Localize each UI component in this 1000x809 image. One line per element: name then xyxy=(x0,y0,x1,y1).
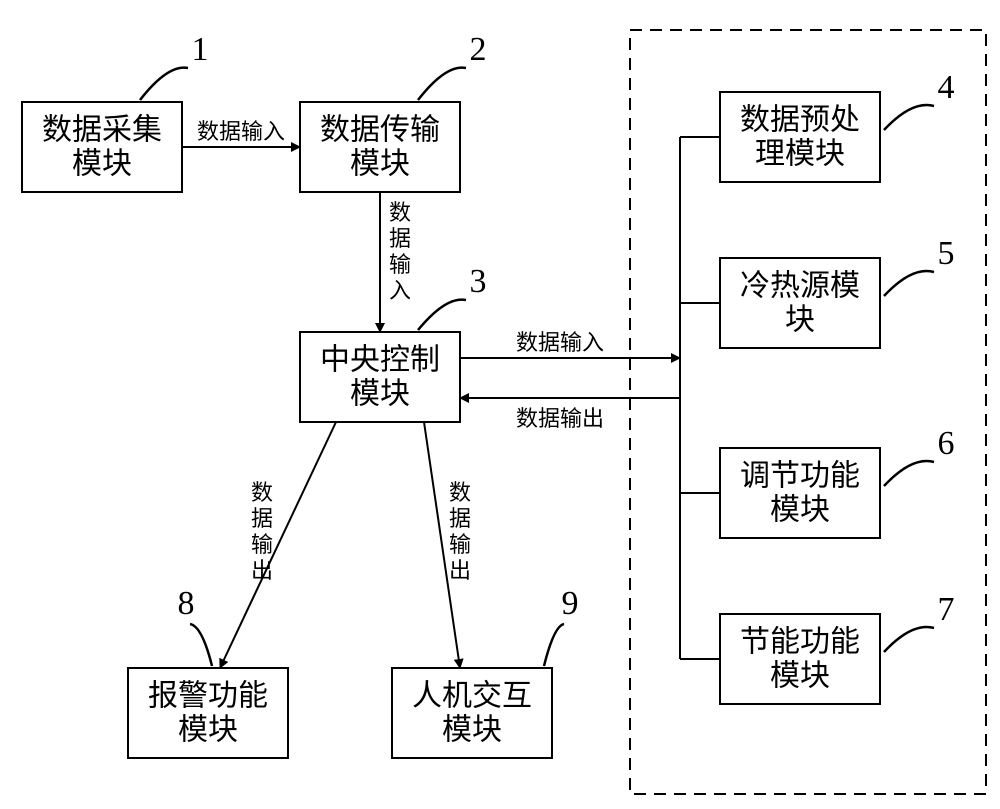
node-n1: 数据采集模块 xyxy=(22,102,182,192)
edge-label-e38: 出 xyxy=(251,558,273,583)
node-label-n7-l1: 模块 xyxy=(770,660,830,693)
node-label-n5-l1: 块 xyxy=(785,304,815,337)
edge-label-e39: 出 xyxy=(449,558,471,583)
edge-label-e39: 输 xyxy=(449,532,471,557)
edge-label-e23: 据 xyxy=(389,226,411,251)
edge-label-e38: 输 xyxy=(251,532,273,557)
callout-num-n6: 6 xyxy=(938,425,955,462)
callout-num-n3: 3 xyxy=(470,263,487,300)
node-label-n3-l1: 模块 xyxy=(350,378,410,411)
callout-arc-n6 xyxy=(884,461,934,486)
callout-num-n5: 5 xyxy=(938,235,955,272)
edge-e38 xyxy=(220,422,336,668)
node-label-n5-l0: 冷热源模 xyxy=(740,270,860,303)
edge-label-e12: 数据输入 xyxy=(197,119,285,144)
node-n3: 中央控制模块 xyxy=(300,332,460,422)
node-n5: 冷热源模块 xyxy=(720,258,880,348)
node-label-n1-l0: 数据采集 xyxy=(42,114,162,147)
callout-arc-n2 xyxy=(418,68,466,100)
callout-arc-n9 xyxy=(544,624,564,666)
node-label-n4-l1: 理模块 xyxy=(755,138,845,171)
node-label-n3-l0: 中央控制 xyxy=(320,344,440,377)
node-n2: 数据传输模块 xyxy=(300,102,460,192)
node-label-n2-l1: 模块 xyxy=(350,148,410,181)
callout-arc-n7 xyxy=(884,627,934,652)
edge-label-e23: 入 xyxy=(389,278,411,303)
node-n9: 人机交互模块 xyxy=(392,668,552,758)
callout-arc-n5 xyxy=(884,271,934,296)
callout-num-n7: 7 xyxy=(938,591,955,628)
node-n6: 调节功能模块 xyxy=(720,448,880,538)
edge-label-e23: 数 xyxy=(389,200,411,225)
node-n4: 数据预处理模块 xyxy=(720,92,880,182)
edge-label-e39: 数 xyxy=(449,480,471,505)
system-block-diagram: 数据输入数据输入数据输入数据输出数据输出数据输出 数据采集模块数据传输模块中央控… xyxy=(0,0,1000,809)
callout-num-n9: 9 xyxy=(562,585,579,622)
node-label-n4-l0: 数据预处 xyxy=(740,104,860,137)
node-label-n9-l1: 模块 xyxy=(442,714,502,747)
edge-label-ebus_3_out: 数据输出 xyxy=(516,406,604,431)
node-label-n2-l0: 数据传输 xyxy=(320,114,440,147)
callout-num-n8: 8 xyxy=(178,585,195,622)
node-n8: 报警功能模块 xyxy=(128,668,288,758)
edge-label-e38: 据 xyxy=(251,506,273,531)
edge-label-e38: 数 xyxy=(251,480,273,505)
callout-arc-n4 xyxy=(884,105,934,130)
node-label-n1-l1: 模块 xyxy=(72,148,132,181)
callout-num-n2: 2 xyxy=(470,31,487,68)
node-label-n9-l0: 人机交互 xyxy=(412,680,532,713)
callout-arc-n1 xyxy=(140,68,188,100)
edge-label-e39: 据 xyxy=(449,506,471,531)
callout-arc-n8 xyxy=(190,624,212,666)
node-label-n6-l0: 调节功能 xyxy=(740,460,860,493)
node-n7: 节能功能模块 xyxy=(720,614,880,704)
node-label-n8-l1: 模块 xyxy=(178,714,238,747)
node-label-n6-l1: 模块 xyxy=(770,494,830,527)
callout-num-n4: 4 xyxy=(938,69,955,106)
callout-num-n1: 1 xyxy=(192,31,209,68)
callout-arc-n3 xyxy=(418,300,466,330)
edge-label-e23: 输 xyxy=(389,252,411,277)
node-label-n8-l0: 报警功能 xyxy=(148,680,268,713)
edge-label-e3bus_in: 数据输入 xyxy=(516,330,604,355)
node-label-n7-l0: 节能功能 xyxy=(740,626,860,659)
